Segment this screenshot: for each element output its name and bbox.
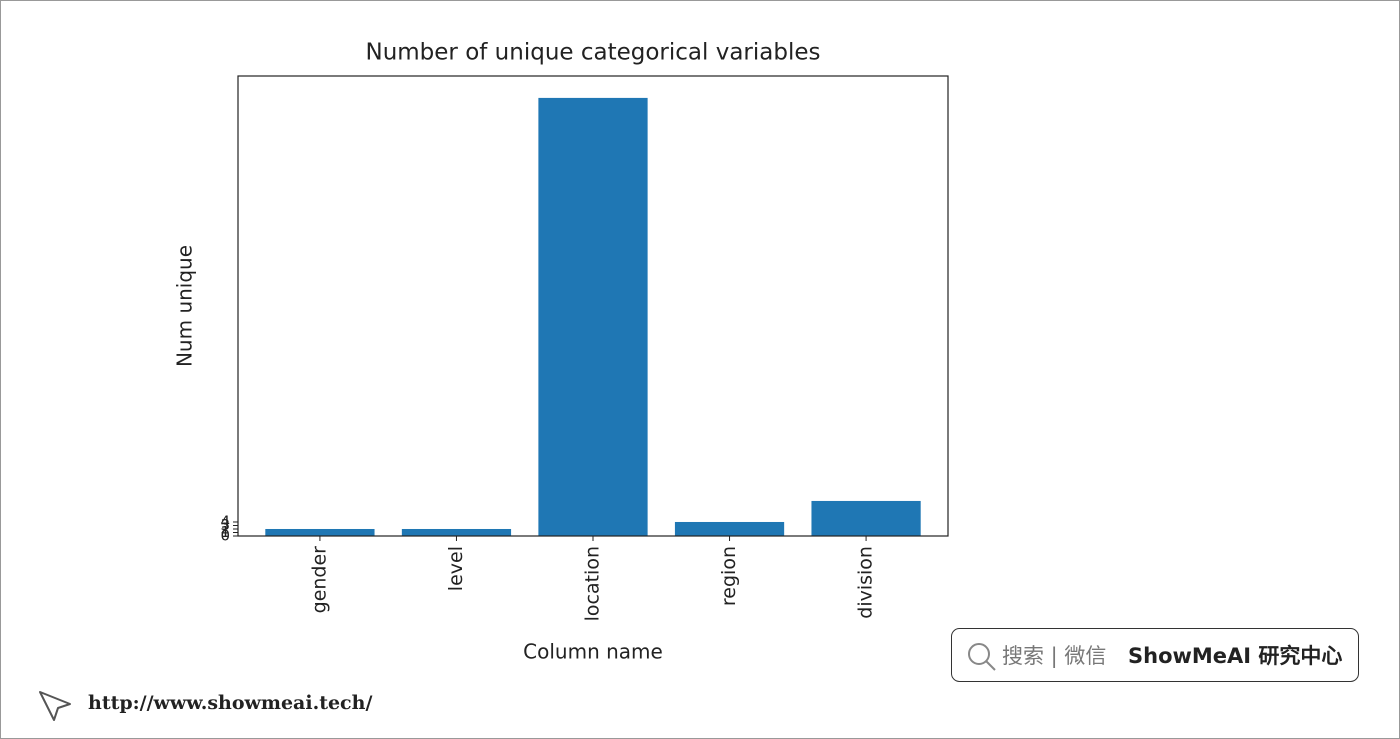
- bar: [401, 528, 512, 536]
- x-tick-label: region: [718, 546, 740, 606]
- search-icon: [985, 660, 996, 671]
- x-tick-label: location: [582, 546, 604, 621]
- bar: [674, 521, 785, 536]
- y-tick-label: 4: [220, 512, 230, 530]
- x-axis-label: Column name: [523, 640, 663, 664]
- y-tick-label: 2: [220, 519, 230, 537]
- x-tick-label: gender: [308, 546, 330, 614]
- cursor-icon: [39, 691, 71, 721]
- badge-brand: ShowMeAI 研究中心: [1128, 644, 1342, 668]
- badge[interactable]: [951, 628, 1359, 682]
- footer-url[interactable]: http://www.showmeai.tech/: [88, 692, 372, 714]
- y-tick-label: 3: [220, 516, 230, 534]
- search-icon: [968, 643, 990, 665]
- y-tick-label: 0: [220, 527, 230, 545]
- x-tick-label: level: [445, 546, 467, 591]
- plot-frame: [237, 75, 949, 537]
- x-tick-label: division: [855, 546, 877, 619]
- y-axis-label: Num unique: [173, 245, 197, 367]
- bar: [538, 97, 648, 537]
- chart-title: Number of unique categorical variables: [365, 40, 820, 66]
- y-tick-label: 1: [220, 523, 230, 541]
- bar: [811, 500, 921, 536]
- badge-search: 搜索 | 微信: [1002, 644, 1106, 669]
- bar: [265, 528, 375, 536]
